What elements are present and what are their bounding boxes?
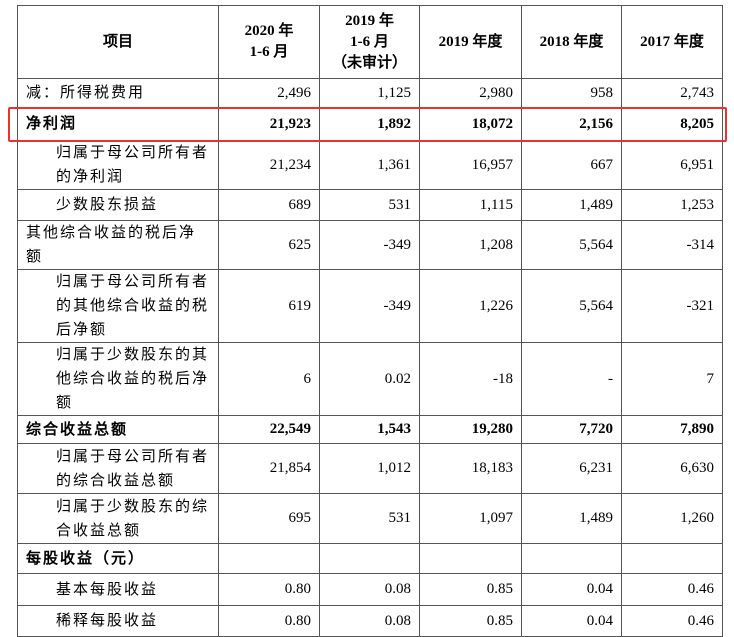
value-cell: 18,072 (419, 107, 522, 141)
value-cell: 5,564 (521, 220, 622, 270)
value-cell: 689 (218, 189, 320, 221)
financial-table: 项目 2020 年 1-6 月 2019 年 1-6 月 （未审计） 2019 年度 2… (17, 5, 723, 637)
value-cell: 2,156 (521, 107, 622, 141)
row-label: 净利润 (17, 107, 219, 141)
header-cell: 2020 年 1-6 月 (218, 5, 320, 79)
value-cell: -314 (621, 220, 723, 270)
row-label: 少数股东损益 (17, 189, 219, 221)
value-cell: 16,957 (419, 140, 522, 190)
row-label: 归属于少数股东的其他综合收益的税后净额 (17, 342, 219, 416)
value-cell: 2,980 (419, 78, 522, 108)
value-cell: 21,854 (218, 443, 320, 494)
value-cell: 1,208 (419, 220, 522, 270)
value-cell: -349 (319, 220, 420, 270)
table-row: 归属于母公司所有者的综合收益总额 21,854 1,012 18,183 6,231 6,… (17, 443, 723, 494)
page: {"table": { "header": ["项目", "2020 年\n1-… (8, 5, 727, 637)
empty-cell (521, 543, 622, 574)
row-label: 减：所得税费用 (17, 78, 219, 108)
value-cell: 0.80 (218, 605, 320, 637)
empty-cell (218, 543, 320, 574)
value-cell: 7,720 (521, 415, 622, 444)
value-cell: -321 (621, 269, 723, 343)
value-cell: 1,489 (521, 189, 622, 221)
row-label: 归属于母公司所有者的净利润 (17, 140, 219, 190)
value-cell: 7,890 (621, 415, 723, 444)
value-cell: 1,892 (319, 107, 420, 141)
value-cell: 531 (319, 189, 420, 221)
value-cell: 0.46 (621, 605, 723, 637)
row-label: 归属于少数股东的综合收益总额 (17, 493, 219, 544)
table-row: 少数股东损益 689 531 1,115 1,489 1,253 (17, 189, 723, 221)
value-cell: 1,115 (419, 189, 522, 221)
table-row: 稀释每股收益 0.80 0.08 0.85 0.04 0.46 (17, 605, 723, 637)
value-cell: 6,951 (621, 140, 723, 190)
empty-cell (621, 543, 723, 574)
value-cell: 1,253 (621, 189, 723, 221)
value-cell: 1,125 (319, 78, 420, 108)
value-cell: 22,549 (218, 415, 320, 444)
table-row: 净利润 21,923 1,892 18,072 2,156 8,205 (17, 107, 723, 141)
header-cell: 2017 年度 (621, 5, 723, 79)
value-cell: 21,923 (218, 107, 320, 141)
value-cell: 1,012 (319, 443, 420, 494)
value-cell: 619 (218, 269, 320, 343)
header-cell: 2019 年度 (419, 5, 522, 79)
value-cell: 531 (319, 493, 420, 544)
table-row: 归属于少数股东的其他综合收益的税后净额 6 0.02 -18-7 (17, 342, 723, 416)
value-cell: 0.08 (319, 605, 420, 637)
value-cell: -18 (419, 342, 522, 416)
value-cell: 8,205 (621, 107, 723, 141)
value-cell: 0.85 (419, 605, 522, 637)
value-cell: 1,543 (319, 415, 420, 444)
value-cell: 958 (521, 78, 622, 108)
value-cell: 7 (621, 342, 723, 416)
value-cell: 21,234 (218, 140, 320, 190)
row-label: 每股收益（元） (17, 543, 219, 574)
value-cell: 19,280 (419, 415, 522, 444)
row-label: 归属于母公司所有者的综合收益总额 (17, 443, 219, 494)
value-cell: 1,361 (319, 140, 420, 190)
value-cell: -349 (319, 269, 420, 343)
row-label: 稀释每股收益 (17, 605, 219, 637)
value-cell: 0.02 (319, 342, 420, 416)
empty-cell (419, 543, 522, 574)
row-label: 其他综合收益的税后净额 (17, 220, 219, 270)
header-row: 项目 2020 年 1-6 月 2019 年 1-6 月 （未审计） 2019 年度 2… (17, 5, 723, 79)
table-row: 每股收益（元） (17, 543, 723, 574)
table-row: 归属于母公司所有者的净利润 21,234 1,361 16,957 667 6,951 (17, 140, 723, 190)
value-cell: 6,231 (521, 443, 622, 494)
value-cell: 18,183 (419, 443, 522, 494)
value-cell: 1,226 (419, 269, 522, 343)
empty-cell (319, 543, 420, 574)
value-cell: 6,630 (621, 443, 723, 494)
row-label: 综合收益总额 (17, 415, 219, 444)
table-row: 减：所得税费用 2,496 1,125 2,980 958 2,743 (17, 78, 723, 108)
header-cell: 2018 年度 (521, 5, 622, 79)
value-cell: - (521, 342, 622, 416)
value-cell: 1,489 (521, 493, 622, 544)
value-cell: 2,496 (218, 78, 320, 108)
table-row: 综合收益总额 22,549 1,543 19,280 7,720 7,890 (17, 415, 723, 444)
value-cell: 6 (218, 342, 320, 416)
value-cell: 695 (218, 493, 320, 544)
table-row: 归属于少数股东的综合收益总额 695 531 1,097 1,489 1,260 (17, 493, 723, 544)
table-row: 其他综合收益的税后净额 625 -349 1,208 5,564 -314 (17, 220, 723, 270)
value-cell: 1,260 (621, 493, 723, 544)
value-cell: 5,564 (521, 269, 622, 343)
header-cell: 2019 年 1-6 月 （未审计） (319, 5, 420, 79)
value-cell: 1,097 (419, 493, 522, 544)
value-cell: 625 (218, 220, 320, 270)
row-label: 归属于母公司所有者的其他综合收益的税后净额 (17, 269, 219, 343)
header-cell: 项目 (17, 5, 219, 79)
value-cell: 667 (521, 140, 622, 190)
value-cell: 0.04 (521, 605, 622, 637)
table-row: 归属于母公司所有者的其他综合收益的税后净额 619 -349 1,226 5,564 -3… (17, 269, 723, 343)
value-cell: 2,743 (621, 78, 723, 108)
